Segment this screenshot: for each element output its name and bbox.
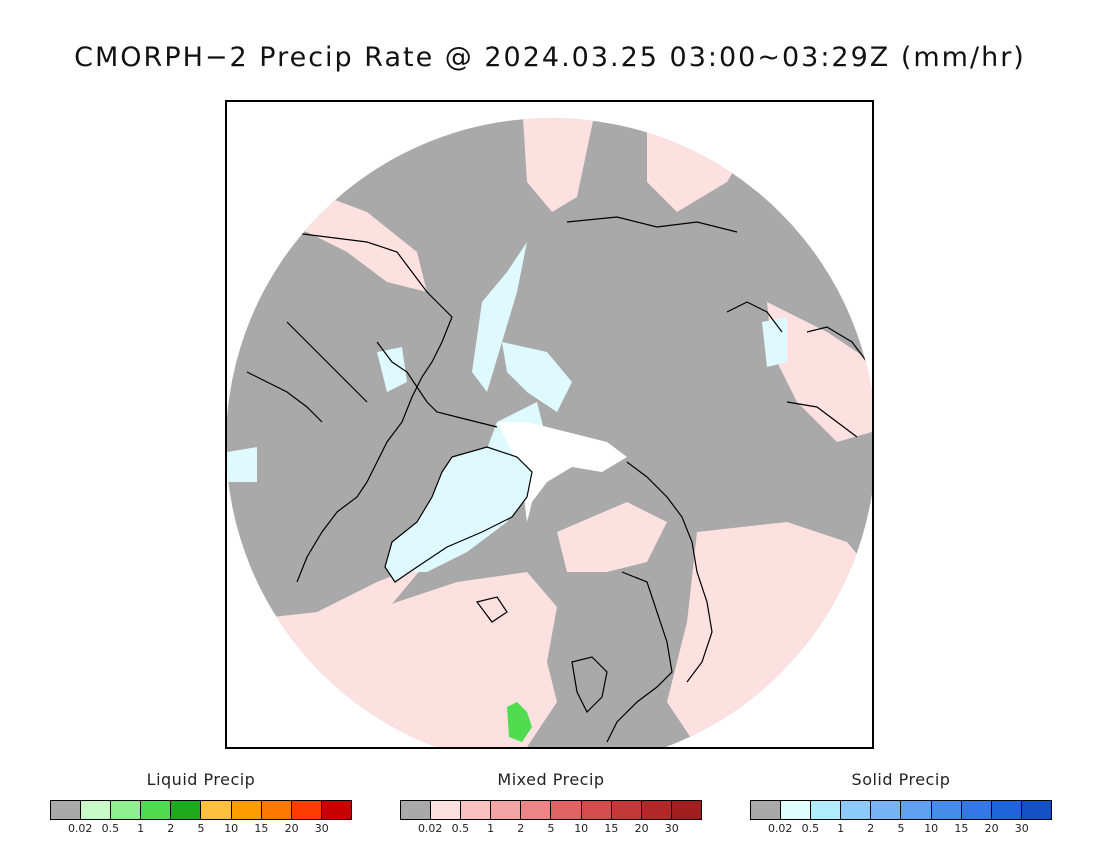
legend-bar [750,800,1052,820]
legend-swatch [781,801,812,819]
legend-swatch [961,801,992,819]
coastlines [246,216,868,743]
legend-tick-label: 10 [924,822,939,835]
legend-tick-label: 15 [254,822,269,835]
legend-tick-label: 10 [224,822,239,835]
legend-tick-label: 15 [954,822,969,835]
legend-swatch [871,801,902,819]
legend-swatch [901,801,932,819]
legend-swatch [231,801,262,819]
legend-tick-label: 0.5 [801,822,820,835]
legend-tick-label: 0.5 [451,822,470,835]
legend-swatch [1021,801,1051,819]
liquid-precip-patch [507,702,532,742]
legend-tick-label: 2 [167,822,175,835]
legend-tick-label: 30 [314,822,329,835]
polar-precip-map [225,100,874,749]
legend-tick-label: 0.5 [101,822,120,835]
legend-swatch [201,801,232,819]
legend-ticks: 0.02 0.5 1 2 5 10 15 20 30 [50,822,352,838]
legend-tick-label: 1 [137,822,145,835]
legend-swatch [581,801,612,819]
legend-tick-label: 10 [574,822,589,835]
legend-liquid: Liquid Precip 0.02 0.5 1 2 5 10 15 20 30 [50,770,352,838]
legend-bar [50,800,352,820]
legend-swatch [81,801,112,819]
legend-tick-label: 0.02 [417,822,443,835]
legend-tick-label: 1 [487,822,495,835]
legend-swatch [171,801,202,819]
legend-swatch [491,801,522,819]
legend-swatch [751,801,782,819]
legend-tick-label: 15 [604,822,619,835]
legend-tick-label: 20 [284,822,299,835]
legend-tick-label: 0.02 [767,822,793,835]
legend-tick-label: 2 [867,822,875,835]
legend-title: Mixed Precip [497,770,605,789]
legend-swatch [841,801,872,819]
legend-tick-label: 5 [897,822,905,835]
legend-tick-label: 30 [664,822,679,835]
legend-tick-label: 20 [634,822,649,835]
legend-swatch [461,801,492,819]
legend-swatch [51,801,82,819]
legend-tick-label: 2 [517,822,525,835]
legend-swatch [611,801,642,819]
legend-swatch [641,801,672,819]
legend-swatch [321,801,351,819]
legend-ticks: 0.02 0.5 1 2 5 10 15 20 30 [400,822,702,838]
legend-ticks: 0.02 0.5 1 2 5 10 15 20 30 [750,822,1052,838]
legend-swatch [261,801,292,819]
legend-swatch [671,801,701,819]
legend-tick-label: 5 [197,822,205,835]
legend-tick-label: 20 [984,822,999,835]
legend-swatch [991,801,1022,819]
legend-tick-label: 30 [1014,822,1029,835]
legend-swatch [401,801,432,819]
legend-swatch [291,801,322,819]
legend-swatch [931,801,962,819]
legend-swatch [551,801,582,819]
hemisphere-disk [227,118,872,747]
legend-solid: Solid Precip 0.02 0.5 1 2 5 10 15 20 30 [750,770,1052,838]
polar-ice-region [497,422,627,522]
legend-swatch [811,801,842,819]
legend-swatch [521,801,552,819]
legend-tick-label: 1 [837,822,845,835]
map-canvas [227,118,872,747]
map-title: CMORPH−2 Precip Rate @ 2024.03.25 03:00~… [74,42,1026,73]
legend-title: Liquid Precip [146,770,256,789]
legend-swatch [141,801,172,819]
greenland-landmass [385,447,532,582]
legend-title: Solid Precip [851,770,951,789]
legend-swatch [431,801,462,819]
legend-swatch [111,801,142,819]
legend-tick-label: 0.02 [67,822,93,835]
legend-bar [400,800,702,820]
legend-tick-label: 5 [547,822,555,835]
legend-mixed: Mixed Precip 0.02 0.5 1 2 5 10 15 20 30 [400,770,702,838]
